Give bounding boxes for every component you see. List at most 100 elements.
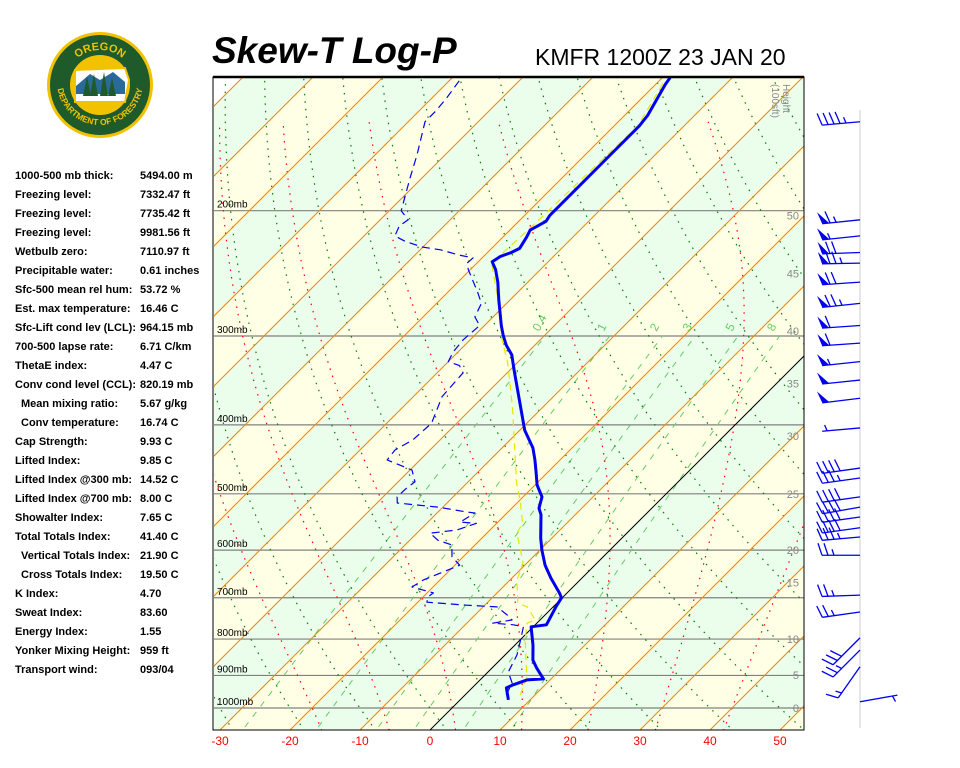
wind-barb	[817, 241, 861, 255]
stat-value: 9.93 C	[140, 436, 173, 448]
wind-barb-half	[836, 474, 841, 482]
wind-barb-staff	[822, 506, 861, 515]
wind-barb-full	[831, 251, 837, 264]
temperature-tick-label: -20	[281, 734, 299, 748]
wind-barb	[816, 111, 861, 126]
stat-value: 21.90 C	[140, 550, 179, 562]
wind-barb-staff	[822, 536, 861, 541]
wind-barb-staff	[832, 637, 861, 666]
wind-barb	[816, 604, 861, 618]
stat-row: Vertical Totals Index: 21.90 C	[15, 548, 215, 567]
wind-barb-full	[833, 459, 841, 472]
wind-barb-full	[825, 666, 838, 674]
mixing-ratio-line	[375, 335, 663, 730]
stat-label: Sfc-500 mean rel hum:	[15, 284, 133, 296]
pressure-label: 700mb	[217, 587, 248, 598]
wind-barb-full	[821, 658, 834, 666]
isotherm	[219, 145, 804, 730]
temperature-tick-label: 50	[773, 734, 787, 748]
stat-row: 1000-500 mb thick: 5494.00 m	[15, 168, 215, 187]
wind-barb-pennant	[817, 316, 830, 329]
isotherm	[214, 78, 453, 317]
stat-row: Conv temperature: 16.74 C	[15, 415, 215, 434]
stat-label: ThetaE index:	[15, 360, 88, 372]
isotherm	[214, 78, 383, 247]
wind-barb	[817, 354, 861, 367]
wind-barb-full	[825, 251, 831, 264]
wind-barb-full	[830, 241, 837, 254]
stat-value: 7110.97 ft	[140, 246, 190, 258]
wind-barb-full	[822, 460, 829, 473]
stat-row: Conv cond level (CCL): 820.19 mb	[15, 377, 215, 396]
wind-barb-full	[815, 502, 824, 515]
height-tick-label: 15	[787, 577, 799, 589]
wind-barb-pennant	[816, 391, 830, 403]
stat-value: 9.85 C	[140, 455, 173, 467]
wind-barb-full	[816, 471, 823, 484]
wind-barb-full	[828, 469, 835, 482]
stat-label: Cross Totals Index:	[21, 569, 123, 581]
stat-row: Cap Strength: 9.93 C	[15, 434, 215, 453]
wind-barb-staff	[822, 527, 861, 534]
stat-label: Transport wind:	[15, 664, 98, 676]
chart-title: Skew-T Log-P	[212, 30, 457, 71]
stat-row: Showalter Index: 7.65 C	[15, 510, 215, 529]
stat-label: Wetbulb zero:	[15, 246, 88, 258]
wind-barb-full	[824, 272, 831, 285]
height-tick-label: 5	[793, 670, 799, 682]
wind-barb-staff	[822, 121, 861, 126]
height-tick-label: 10	[787, 634, 799, 646]
stat-row: ThetaE index: 4.47 C	[15, 358, 215, 377]
wind-barb-full	[828, 112, 835, 125]
wind-barb-half	[838, 299, 843, 306]
wind-barb-half	[891, 695, 897, 702]
stat-value: 53.72 %	[140, 284, 181, 296]
wind-barb-full	[830, 271, 837, 285]
dewpoint-trace	[386, 79, 525, 696]
isotherm	[214, 78, 523, 387]
wind-barb-full	[825, 654, 838, 662]
stat-label: Lifted Index @700 mb:	[15, 493, 133, 505]
wind-barb-full	[825, 693, 839, 699]
dry-adiabat	[883, 0, 960, 738]
station-time-label: KMFR 1200Z 23 JAN 20	[535, 44, 786, 70]
wind-barb-full	[822, 470, 829, 483]
wind-barb-pennant	[817, 273, 830, 285]
stat-row: Freezing level: 9981.56 ft	[15, 225, 215, 244]
stat-value: 16.74 C	[140, 417, 179, 429]
stat-label: Sfc-Lift cond lev (LCL):	[15, 322, 136, 334]
stat-row: Energy Index: 1.55	[15, 624, 215, 643]
stat-label: Vertical Totals Index:	[21, 550, 131, 562]
wind-barb	[825, 666, 861, 699]
pressure-label: 500mb	[217, 483, 248, 494]
pressure-label: 600mb	[217, 539, 248, 550]
stat-row: Freezing level: 7332.47 ft	[15, 187, 215, 206]
wind-barb-full	[816, 113, 823, 126]
stat-label: Lifted Index:	[15, 455, 81, 467]
wind-barb	[816, 469, 861, 484]
wind-barb-full	[816, 584, 823, 597]
height-tick-label: 0	[793, 703, 799, 715]
stat-value: 5494.00 m	[140, 170, 193, 182]
wind-barb-full	[833, 508, 841, 521]
wind-barb-staff	[822, 235, 861, 241]
wind-barb-staff	[822, 611, 861, 618]
wind-barb-full	[816, 521, 823, 534]
stat-label: Freezing level:	[15, 227, 92, 239]
wind-barb-full	[833, 518, 841, 531]
mixing-ratio-line	[315, 335, 611, 730]
stat-row: K Index: 4.70	[15, 586, 215, 605]
isotherm	[359, 285, 804, 730]
stat-label: 700-500 lapse rate:	[15, 341, 114, 353]
height-axis-title: Height	[780, 84, 791, 113]
wind-barb-full	[816, 490, 823, 503]
wind-barb	[816, 527, 861, 541]
stat-row: Yonker Mixing Height: 959 ft	[15, 643, 215, 662]
wind-barb-half	[842, 116, 847, 124]
wind-barb	[816, 584, 861, 598]
dry-adiabat	[847, 0, 960, 738]
moist-adiabat	[219, 121, 390, 730]
stat-row: Sfc-500 mean rel hum: 53.72 %	[15, 282, 215, 301]
height-tick-label: 40	[787, 326, 799, 338]
